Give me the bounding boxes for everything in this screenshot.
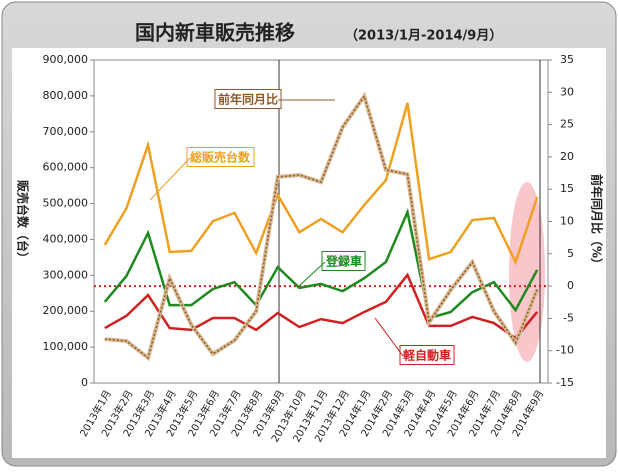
y-tick-label: 200,000 — [43, 304, 89, 317]
y-tick-label: 900,000 — [43, 53, 89, 66]
y-axis-title: 販売台数（台） — [16, 180, 31, 264]
chart-area — [12, 48, 606, 458]
y-tick-label: 500,000 — [43, 197, 89, 210]
legend-box — [321, 251, 366, 271]
y2-tick-label: 30 — [560, 85, 574, 98]
y-tick-label: 800,000 — [43, 89, 89, 102]
y2-tick-label: 35 — [560, 53, 574, 66]
legend-leader — [299, 261, 326, 286]
y-tick-label: 0 — [81, 376, 88, 389]
legend-box — [214, 89, 282, 109]
legend-box — [399, 345, 455, 365]
legend-box — [186, 147, 255, 167]
chart-subtitle: （2013/1月-2014/9月） — [345, 28, 502, 44]
y2-tick-label: 20 — [560, 150, 574, 163]
legend-label: 軽自動車 — [403, 348, 451, 363]
legend-label: 登録車 — [325, 254, 362, 269]
y2-axis-title: 前年同月比（%） — [590, 174, 605, 270]
y2-tick-label: 10 — [560, 215, 574, 228]
y2-tick-label: -5 — [563, 311, 574, 324]
legend-label: 前年同月比 — [218, 92, 278, 107]
legend-leader — [149, 157, 191, 201]
y-tick-label: 300,000 — [43, 268, 89, 281]
y-tick-label: 600,000 — [43, 161, 89, 174]
y-tick-label: 400,000 — [43, 232, 89, 245]
y2-tick-label: 5 — [567, 247, 574, 260]
highlight — [509, 182, 545, 362]
y-tick-label: 700,000 — [43, 125, 89, 138]
legend-leader — [374, 317, 404, 357]
y2-tick-label: 15 — [560, 182, 574, 195]
y-tick-label: 100,000 — [43, 340, 89, 353]
series-line — [103, 102, 539, 266]
chart-title: 国内新車販売推移 — [135, 21, 295, 45]
y2-tick-label: -10 — [556, 344, 574, 357]
series-line — [103, 208, 539, 320]
y2-tick-label: 25 — [560, 118, 574, 131]
series-line — [104, 94, 538, 360]
y2-tick-label: -15 — [556, 376, 574, 389]
y2-tick-label: 0 — [567, 279, 574, 292]
legend-label: 総販売台数 — [190, 150, 251, 165]
series-line — [104, 272, 539, 340]
